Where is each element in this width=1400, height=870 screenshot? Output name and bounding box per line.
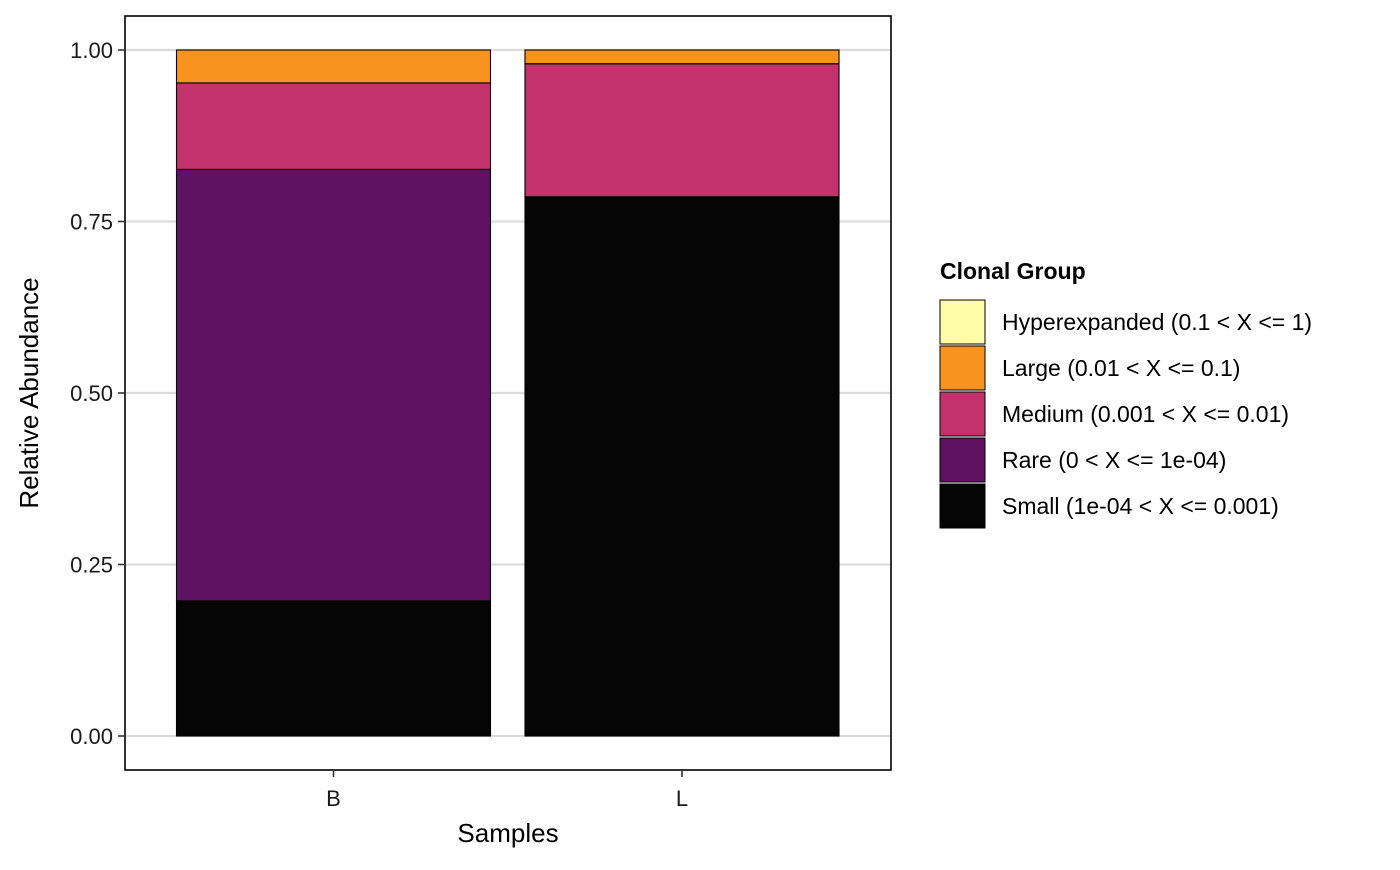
y-tick-label-1.00: 1.00 [70,38,113,63]
legend-label-4: Small (1e-04 < X <= 0.001) [1002,493,1279,519]
bar-L-segment-0 [524,196,840,737]
legend-label-2: Medium (0.001 < X <= 0.01) [1002,401,1289,427]
legend-key-1 [939,345,986,391]
legend-key-0 [939,299,986,345]
y-tick-label-0.25: 0.25 [70,553,113,578]
legend-key-4 [939,483,986,529]
legend: Clonal Group Hyperexpanded (0.1 < X <= 1… [939,258,1312,529]
bar-L-segment-3 [524,49,840,65]
legend-label-1: Large (0.01 < X <= 0.1) [1002,355,1240,381]
bar-B-segment-0 [175,600,492,737]
legend-title: Clonal Group [940,258,1086,284]
x-axis-title: Samples [457,818,558,848]
bar-L-segment-2 [524,63,840,198]
bars [175,49,840,737]
legend-key-3 [939,437,986,483]
legend-key-2 [939,391,986,437]
y-tick-label-0.75: 0.75 [70,210,113,235]
bar-B-segment-2 [175,82,492,170]
bar-B-segment-1 [175,168,492,602]
legend-label-0: Hyperexpanded (0.1 < X <= 1) [1002,309,1312,335]
x-tick-label-L: L [676,786,688,811]
legend-label-3: Rare (0 < X <= 1e-04) [1002,447,1226,473]
y-axis-title: Relative Abundance [14,277,44,508]
bar-B-segment-3 [175,49,492,84]
y-tick-label-0.50: 0.50 [70,381,113,406]
y-tick-label-0.00: 0.00 [70,724,113,749]
x-tick-label-B: B [326,786,341,811]
y-axis: 0.00 0.25 0.50 0.75 1.00 [70,38,125,749]
